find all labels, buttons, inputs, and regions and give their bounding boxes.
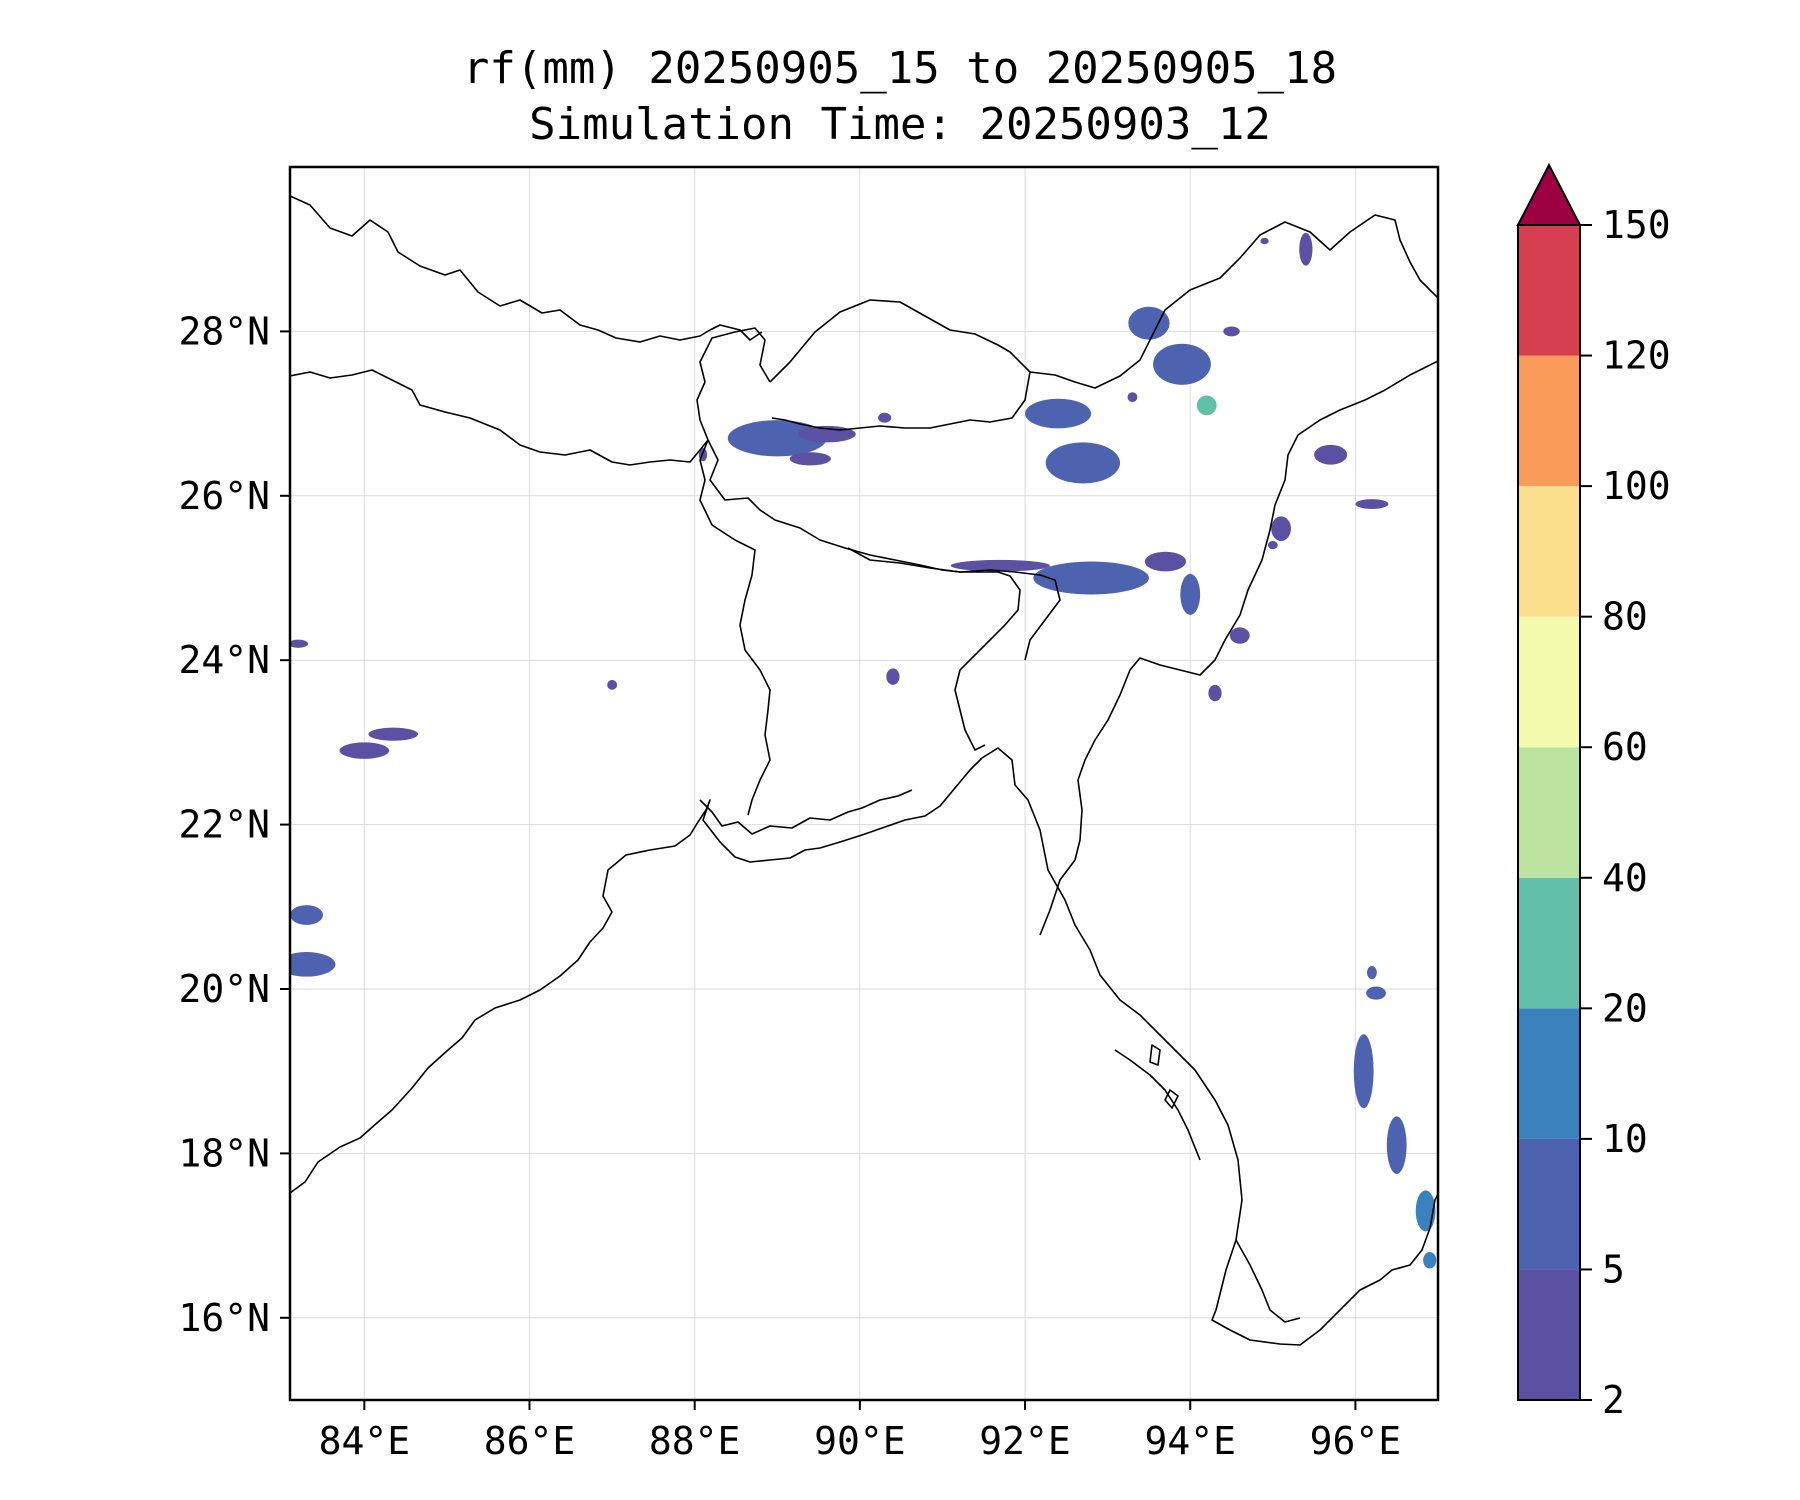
coastline-delta-detail	[699, 789, 913, 835]
lon-tick-label: 84°E	[319, 1419, 411, 1463]
border-arunachal	[1029, 214, 1438, 389]
rain-cell	[789, 452, 831, 466]
rain-cell	[1223, 326, 1240, 337]
rain-cell	[1271, 516, 1291, 542]
lat-tick-label: 26°N	[178, 474, 270, 518]
map-area	[290, 167, 1438, 1400]
rain-cell	[886, 668, 900, 685]
border-sikkim	[696, 327, 771, 441]
colorbar-segment	[1518, 1008, 1580, 1139]
coastline-east	[290, 747, 1438, 1346]
colorbar-segment	[1518, 486, 1580, 617]
coastlines-and-borders	[290, 195, 1438, 1346]
rain-cell	[1260, 237, 1269, 245]
rain-cell	[1267, 541, 1278, 550]
rain-cell	[1127, 392, 1138, 403]
rain-cell	[950, 559, 1050, 572]
map-frame	[288, 165, 1440, 1402]
rain-cell	[1128, 306, 1170, 340]
longitude-ticks: 84°E 86°E 88°E 90°E 92°E 94°E 96°E	[319, 1400, 1402, 1463]
rain-cell	[368, 727, 419, 741]
map-title-line1: rf(mm) 20250905_15 to 20250905_18	[462, 43, 1338, 94]
coastline-myanmar-detail	[1114, 1049, 1201, 1161]
rain-cell	[1423, 1252, 1437, 1269]
colorbar-tick-label: 10	[1602, 1117, 1648, 1161]
rain-cell	[727, 420, 827, 457]
border-india-myanmar	[1039, 360, 1438, 936]
rain-cell	[607, 679, 618, 690]
rain-cell	[1229, 627, 1250, 644]
lat-tick-label: 28°N	[178, 309, 270, 353]
colorbar-tick-label: 20	[1602, 986, 1648, 1030]
island-1	[1149, 1044, 1161, 1066]
lat-tick-label: 24°N	[178, 638, 270, 682]
colorbar-segment	[1518, 225, 1580, 356]
rain-cell	[1386, 1116, 1407, 1174]
border-bhutan	[769, 299, 1031, 431]
rain-cell	[290, 639, 309, 648]
rain-cell	[1180, 573, 1201, 615]
colorbar-segment	[1518, 1138, 1580, 1270]
border-bangladesh-west	[699, 439, 771, 816]
colorbar-extend-arrow	[1516, 162, 1582, 226]
rain-cell	[1299, 232, 1313, 266]
rain-cell	[290, 952, 336, 977]
coastline-south-myanmar	[1235, 1239, 1301, 1323]
rain-cell	[1366, 965, 1377, 980]
rainfall-layer	[290, 232, 1437, 1269]
border-nepal-north	[290, 195, 763, 343]
border-nepal-south	[290, 369, 709, 466]
rain-cell	[1196, 395, 1217, 416]
colorbar-segment	[1518, 355, 1580, 487]
lon-tick-label: 86°E	[484, 1419, 576, 1463]
lon-tick-label: 94°E	[1144, 1419, 1236, 1463]
rain-cell	[878, 412, 892, 423]
colorbar-segment	[1518, 747, 1580, 878]
lat-tick-label: 22°N	[178, 803, 270, 847]
rain-cell	[1025, 398, 1092, 429]
colorbar-segment	[1518, 877, 1580, 1009]
rain-cell	[1208, 684, 1222, 702]
rain-cell	[1314, 444, 1348, 465]
rain-cell	[339, 742, 390, 759]
rain-cell	[1355, 499, 1389, 509]
map-title-line2: Simulation Time: 20250903_12	[529, 99, 1271, 150]
colorbar-segment	[1518, 1269, 1580, 1400]
rain-cell	[1033, 561, 1149, 595]
colorbar-tick-label: 80	[1602, 595, 1648, 639]
latitude-ticks: 16°N 18°N 20°N 22°N 24°N 26°N 28°N	[178, 309, 290, 1340]
island-2	[1164, 1089, 1179, 1109]
colorbar-tick-label: 2	[1602, 1378, 1625, 1422]
rain-cell	[1366, 986, 1386, 1000]
colorbar-tick-label: 150	[1602, 203, 1671, 247]
rain-cell	[1144, 551, 1187, 572]
colorbar-tick-label: 100	[1602, 464, 1671, 508]
colorbar-tick-label: 40	[1602, 856, 1648, 900]
colorbar: 2 5 10 20 40 60 80 100 120 150	[1516, 162, 1671, 1422]
colorbar-tick-label: 5	[1602, 1247, 1625, 1291]
colorbar-frame	[1517, 224, 1581, 1401]
rain-cell	[290, 905, 324, 925]
lon-tick-label: 88°E	[649, 1419, 741, 1463]
rain-cell	[1153, 343, 1211, 385]
lat-tick-label: 18°N	[178, 1131, 270, 1175]
rain-cell	[1045, 442, 1121, 484]
lat-tick-label: 16°N	[178, 1296, 270, 1340]
lat-tick-label: 20°N	[178, 967, 270, 1011]
border-meghalaya	[847, 547, 1061, 661]
lon-tick-label: 92°E	[979, 1419, 1071, 1463]
colorbar-tick-label: 60	[1602, 725, 1648, 769]
lon-tick-label: 96°E	[1310, 1419, 1402, 1463]
colorbar-tick-label: 120	[1602, 334, 1671, 378]
lon-tick-label: 90°E	[814, 1419, 906, 1463]
colorbar-segment	[1518, 616, 1580, 748]
rain-cell	[1353, 1034, 1374, 1109]
